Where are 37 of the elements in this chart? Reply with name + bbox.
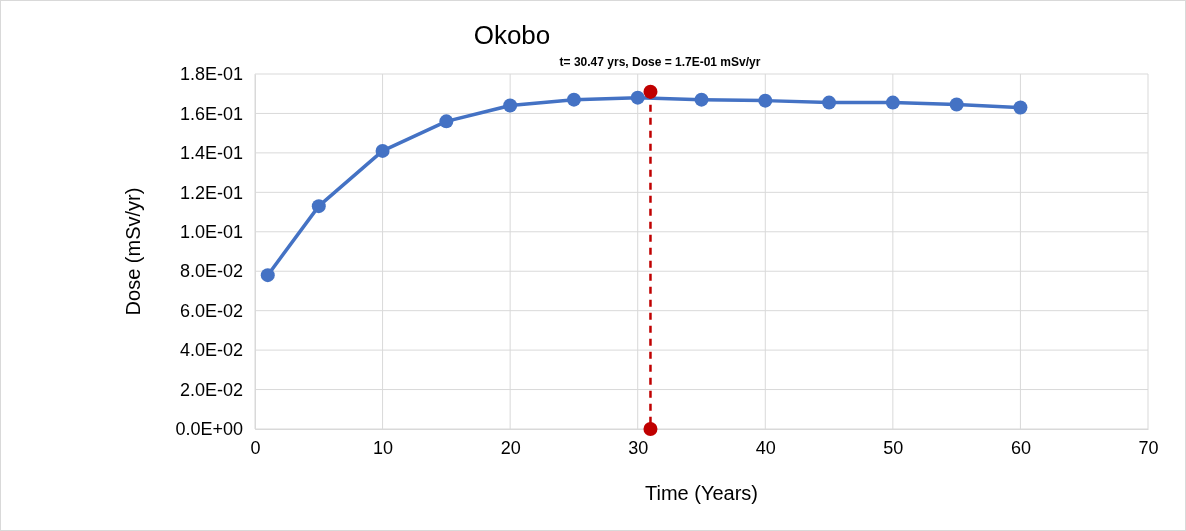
y-tick-label: 2.0E-02 — [179, 379, 243, 400]
x-tick-label: 20 — [500, 437, 521, 458]
point — [630, 90, 645, 105]
y-tick-label: 4.0E-02 — [179, 340, 243, 361]
y-tick-label: 6.0E-02 — [179, 300, 243, 321]
y-tick-label: 1.4E-01 — [179, 143, 243, 164]
point — [949, 97, 964, 112]
y-tick-label: 0.0E+00 — [175, 419, 243, 440]
x-tick-label: 70 — [1138, 437, 1159, 458]
point — [643, 422, 658, 436]
x-tick-label: 10 — [373, 437, 394, 458]
point — [758, 93, 773, 108]
point — [643, 84, 658, 99]
point — [885, 95, 900, 110]
y-tick-label: 1.8E-01 — [179, 64, 243, 85]
point — [503, 98, 518, 113]
x-tick-label: 40 — [755, 437, 776, 458]
y-tick-label: 8.0E-02 — [179, 261, 243, 282]
point — [566, 92, 581, 107]
point — [822, 95, 837, 110]
x-tick-label: 50 — [883, 437, 904, 458]
point — [260, 268, 275, 283]
y-axis-title: Dose (mSv/yr) — [122, 187, 144, 316]
chart-title: Okobo — [473, 20, 551, 50]
point — [439, 114, 454, 129]
x-tick-label: 30 — [628, 437, 649, 458]
x-tick-label: 0 — [250, 437, 261, 458]
y-tick-label: 1.0E-01 — [179, 222, 243, 243]
x-tick-label: 60 — [1010, 437, 1031, 458]
point — [375, 143, 390, 158]
x-axis-title: Time (Years) — [645, 482, 758, 504]
point — [311, 199, 326, 214]
y-tick-label: 1.6E-01 — [179, 103, 243, 124]
y-tick-label: 1.2E-01 — [179, 182, 243, 203]
point — [1013, 100, 1028, 115]
text: t= 30.47 yrs, Dose = 1.7E-01 mSv/yr — [559, 55, 761, 69]
point — [694, 92, 709, 107]
